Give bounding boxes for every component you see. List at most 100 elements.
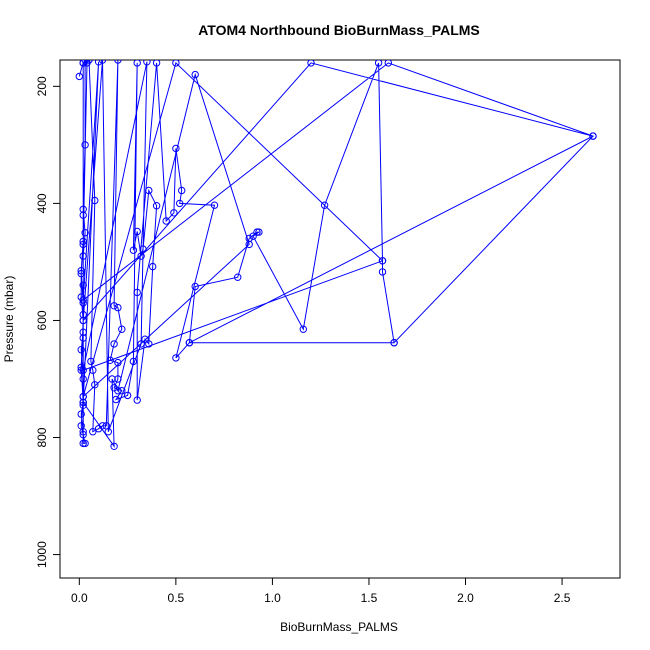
data-point [378,268,387,276]
data-point [79,237,87,246]
data-point [172,144,180,153]
data-point [79,430,87,439]
data-point [85,60,93,64]
data-point [81,60,89,64]
data-point [123,391,132,400]
data-point [81,229,89,237]
data-point [79,328,87,336]
x-tick-label: 1.5 [361,591,378,605]
data-point [98,60,107,64]
data-point [172,354,180,362]
data-point [77,269,85,278]
data-point [133,288,141,297]
x-axis-label: BioBurnMass_PALMS [280,620,398,634]
data-point [79,334,87,342]
plot-area [75,60,597,450]
data-point [145,186,153,195]
data-point [89,366,97,374]
data-point [374,60,383,67]
data-point [137,252,145,260]
data-point [79,401,87,409]
data-point [118,325,126,333]
y-tick-label: 1000 [35,541,49,568]
data-point [77,366,85,374]
x-tick-label: 2.5 [554,591,571,605]
data-point [149,262,157,271]
data-point [81,439,89,448]
data-point [172,60,180,67]
data-point [108,375,116,383]
data-point [152,60,161,67]
y-axis-label: Pressure (mbar) [2,276,16,363]
data-point [79,240,87,249]
x-axis: 0.0 0.5 1.0 1.5 2.0 2.5 [71,578,571,605]
data-point [176,199,184,208]
data-point [79,398,87,407]
data-point [320,201,329,209]
data-point [133,227,141,236]
data-point [141,335,149,343]
data-point [79,211,87,219]
data-point [79,375,87,383]
data-point [79,299,87,307]
data-point [79,205,87,214]
data-point [129,357,138,366]
data-point [79,316,87,325]
data-point [307,60,315,67]
data-point [79,281,87,289]
data-point [79,252,87,260]
data-point [77,267,85,275]
data-point [137,340,145,348]
y-axis: 200 400 600 800 1000 [35,76,60,568]
data-point [185,339,194,347]
y-tick-label: 600 [35,310,49,330]
data-point [139,245,147,253]
data-point [79,392,87,401]
data-point [191,70,199,79]
y-tick-label: 800 [35,427,49,447]
x-tick-label: 0.0 [71,591,88,605]
data-point [77,410,85,418]
data-point [114,358,122,367]
data-point [114,303,122,312]
data-point [91,381,99,389]
data-point [255,228,263,236]
data-point [112,395,120,404]
data-point [79,296,87,304]
data-point [390,339,398,347]
data-point [77,422,85,430]
data-point [133,60,141,67]
data-point [75,72,84,81]
data-point [191,282,199,291]
data-point [110,340,118,348]
series-line [78,60,595,448]
data-point [110,442,118,450]
data-point [178,186,186,195]
y-tick-label: 400 [35,193,49,213]
data-point [89,428,97,436]
data-point [94,60,103,66]
data-point [378,257,387,265]
x-tick-label: 1.0 [264,591,281,605]
data-point [79,60,87,67]
data-point [79,366,87,374]
data-point [245,234,253,243]
data-point [91,196,99,205]
data-point [245,240,253,249]
data-point [106,356,114,364]
data-point [129,246,138,254]
data-point [118,387,126,395]
data-point [152,202,161,210]
data-point [133,396,141,404]
data-point [299,325,307,333]
data-point [162,217,170,225]
data-point [249,232,257,240]
data-point [98,422,107,430]
data-point [210,201,219,209]
data-point [79,439,87,448]
data-point [114,387,122,395]
data-point [145,340,153,348]
data-point [104,428,113,436]
data-point [589,132,597,140]
data-point [77,346,85,354]
